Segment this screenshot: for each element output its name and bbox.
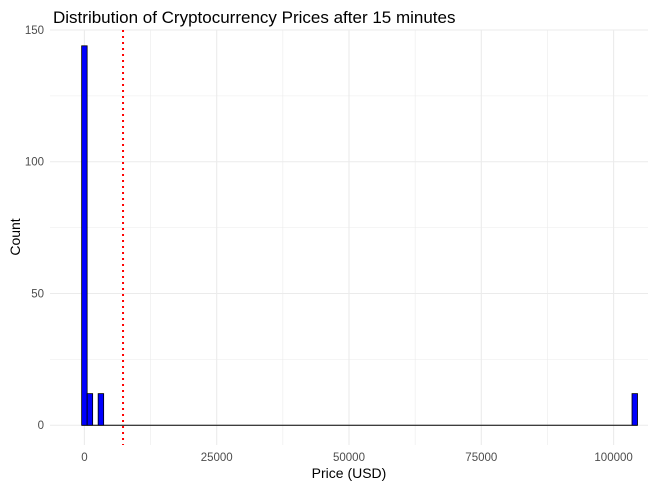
grid-layer	[50, 29, 648, 445]
y-tick-label: 0	[38, 420, 44, 432]
x-tick-label: 25000	[201, 452, 233, 464]
y-tick-label: 100	[25, 157, 44, 169]
y-axis-title: Count	[7, 218, 23, 255]
x-axis-title: Price (USD)	[312, 465, 387, 481]
y-tick-labels: 0 50 100 150	[25, 25, 44, 432]
histogram-bar	[631, 393, 638, 426]
y-tick-label: 50	[31, 288, 44, 300]
histogram-bar	[97, 393, 105, 426]
x-tick-label: 100000	[594, 452, 632, 464]
x-tick-label: 75000	[465, 452, 497, 464]
bars-layer	[81, 45, 638, 426]
y-tick-label: 150	[25, 25, 44, 37]
chart-title: Distribution of Cryptocurrency Prices af…	[53, 8, 456, 27]
histogram-bar	[81, 45, 88, 426]
x-tick-labels: 0 25000 50000 75000 100000	[81, 452, 633, 464]
x-tick-label: 0	[81, 452, 87, 464]
x-tick-label: 50000	[333, 452, 365, 464]
histogram-bar	[86, 393, 94, 426]
